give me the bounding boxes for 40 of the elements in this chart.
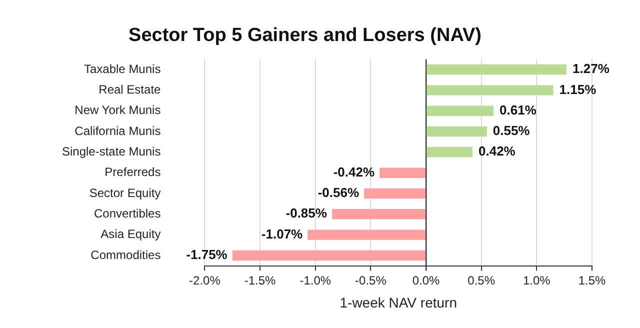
y-tick-label: Taxable Munis — [84, 62, 161, 76]
bar — [232, 250, 426, 261]
bar — [426, 85, 554, 96]
chart-title: Sector Top 5 Gainers and Losers (NAV) — [128, 25, 482, 46]
x-tick-label: 1.5% — [578, 273, 606, 288]
x-tick-label: 1.0% — [522, 273, 551, 288]
bar — [426, 126, 487, 137]
x-tick-label: 0.0% — [412, 273, 440, 288]
bar — [426, 147, 472, 158]
x-tick-label: -0.5% — [355, 273, 387, 288]
bar — [308, 230, 426, 240]
x-axis-title: 1-week NAV return — [340, 294, 457, 310]
data-label: 0.42% — [478, 144, 516, 159]
y-tick-label: Convertibles — [94, 206, 161, 220]
y-tick-label: Preferreds — [104, 165, 161, 180]
y-tick-label: Sector Equity — [89, 186, 161, 200]
data-label: -1.75% — [186, 247, 228, 262]
y-tick-label: New York Munis — [74, 103, 161, 118]
y-tick-label: Single-state Munis — [62, 144, 161, 158]
data-label: -0.56% — [318, 185, 360, 200]
x-tick-label: -1.5% — [244, 273, 276, 288]
bar — [380, 168, 426, 178]
x-tick-label: -1.0% — [300, 273, 332, 288]
data-label: 1.27% — [572, 61, 610, 76]
bar — [332, 209, 426, 220]
bar — [364, 188, 426, 199]
y-tick-label: California Munis — [74, 124, 161, 138]
data-label: 1.15% — [559, 82, 597, 97]
data-label: 0.55% — [492, 123, 530, 138]
x-tick-label: -2.0% — [189, 273, 221, 288]
data-label: 0.61% — [500, 102, 537, 118]
data-label: -0.85% — [286, 206, 328, 221]
y-tick-label: Commodities — [90, 248, 161, 262]
bar — [426, 64, 567, 75]
data-label: -1.07% — [261, 226, 304, 242]
x-tick-label: 0.5% — [468, 273, 496, 288]
data-label: -0.42% — [333, 164, 375, 180]
y-tick-label: Asia Equity — [100, 227, 161, 242]
bar — [426, 106, 494, 116]
y-tick-label: Real Estate — [98, 82, 162, 97]
